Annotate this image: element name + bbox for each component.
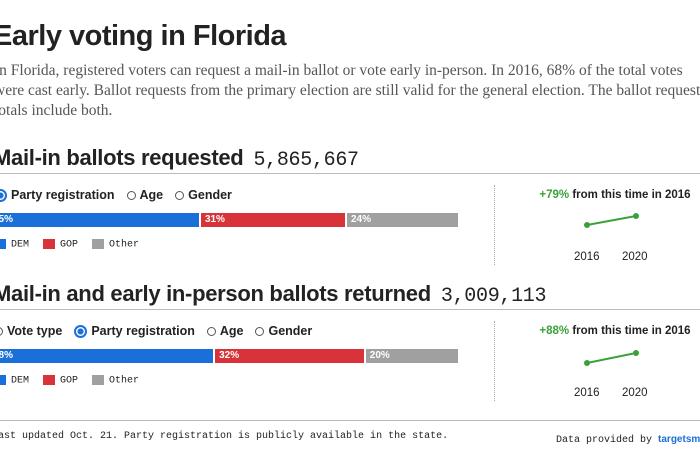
change-text: from this time in 2016 xyxy=(569,189,691,201)
legend-swatch xyxy=(0,375,6,385)
sparkline xyxy=(584,213,639,228)
spark-dot xyxy=(584,360,590,366)
legend: DEM GOP Other xyxy=(0,239,139,251)
radio-option[interactable]: Party registration xyxy=(74,324,195,338)
legend-item: GOP xyxy=(43,239,78,251)
bar-segment: 45% xyxy=(0,213,201,227)
legend-label: GOP xyxy=(60,239,79,251)
heading-text: Mail-in and early in-person ballots retu… xyxy=(0,281,431,306)
total: 3,009,113 xyxy=(440,285,547,308)
year-label: 2016 xyxy=(574,251,600,263)
radio-label: Party registration xyxy=(11,188,115,202)
radio-option[interactable]: Age xyxy=(126,188,164,202)
year-label: 2016 xyxy=(574,387,600,399)
change-text: from this time in 2016 xyxy=(569,325,691,337)
change: +88% from this time in 2016 xyxy=(520,325,700,337)
change-pct: +88% xyxy=(539,325,570,337)
legend-swatch xyxy=(43,375,56,385)
spark-dot xyxy=(633,350,639,356)
rule xyxy=(0,173,700,174)
spark-line xyxy=(586,215,637,226)
segment-label: 31% xyxy=(204,214,225,225)
divider xyxy=(494,321,495,401)
legend-swatch xyxy=(92,375,105,385)
legend-item: DEM xyxy=(0,375,29,387)
segment-label: 45% xyxy=(0,214,14,225)
segment-label: 20% xyxy=(369,350,390,361)
radio-label: Vote type xyxy=(7,324,63,338)
radio-dot xyxy=(206,326,216,336)
radio-option[interactable]: Gender xyxy=(255,324,312,338)
radio-option[interactable]: Age xyxy=(206,324,244,338)
year-label: 2020 xyxy=(622,251,648,263)
bar-segment: 32% xyxy=(215,349,366,363)
source: targetsmart xyxy=(658,434,700,445)
radio-dot xyxy=(0,326,3,336)
radio-dot xyxy=(74,324,88,338)
intro: In Florida, registered voters can reques… xyxy=(0,62,700,119)
change: +79% from this time in 2016 xyxy=(520,189,700,201)
stacked-bar: 45% 31% 24% xyxy=(0,213,460,227)
bar-segment: 24% xyxy=(346,213,460,227)
legend-label: Other xyxy=(109,239,140,251)
spark-line xyxy=(586,352,637,364)
legend-item: Other xyxy=(92,375,139,387)
stacked-bar: 48% 32% 20% xyxy=(0,349,460,363)
radio-label: Party registration xyxy=(91,324,195,338)
total: 5,865,667 xyxy=(253,149,359,172)
heading-text: Mail-in ballots requested xyxy=(0,145,244,170)
spark-dot xyxy=(633,213,639,219)
change-pct: +79% xyxy=(539,189,570,201)
legend-label: DEM xyxy=(11,375,30,387)
segment-label: 24% xyxy=(350,214,371,225)
radio-label: Gender xyxy=(268,324,313,338)
bar-segment: 48% xyxy=(0,349,216,363)
legend-label: Other xyxy=(109,375,140,387)
segment-label: 32% xyxy=(219,350,240,361)
legend-item: Other xyxy=(92,239,139,251)
legend-swatch xyxy=(0,239,6,249)
spark-dot xyxy=(584,222,590,228)
credit: Data provided by xyxy=(556,435,659,446)
legend-swatch xyxy=(43,239,56,249)
year-label: 2020 xyxy=(622,387,648,399)
footer-note: Last updated Oct. 21. Party registration… xyxy=(0,431,449,442)
bar-segment: 31% xyxy=(200,213,347,227)
legend: DEM GOP Other xyxy=(0,375,139,387)
radio-option[interactable]: Party registration xyxy=(0,188,115,202)
radio-label: Age xyxy=(219,324,244,338)
divider xyxy=(494,185,495,265)
rule xyxy=(0,420,700,421)
section-heading: Mail-in ballots requested 5,865,667 xyxy=(0,145,359,172)
sparkline xyxy=(584,350,639,366)
section-heading: Mail-in and early in-person ballots retu… xyxy=(0,281,547,308)
radio-option[interactable]: Gender xyxy=(175,188,232,202)
legend-label: GOP xyxy=(60,375,79,387)
title: Early voting in Florida xyxy=(0,20,287,52)
radio-group: Party registration Age Gender xyxy=(0,188,232,202)
rule xyxy=(0,309,700,310)
radio-dot xyxy=(175,190,185,200)
radio-group: Vote type Party registration Age Gender xyxy=(0,324,312,338)
legend-item: DEM xyxy=(0,239,29,251)
footer-credit: Data provided by targetsmart xyxy=(556,434,700,446)
legend-item: GOP xyxy=(43,375,78,387)
legend-swatch xyxy=(92,239,105,249)
radio-dot xyxy=(0,188,7,202)
legend-label: DEM xyxy=(11,239,30,251)
radio-dot xyxy=(126,190,136,200)
radio-label: Age xyxy=(139,188,164,202)
radio-label: Gender xyxy=(188,188,232,202)
segment-label: 48% xyxy=(0,350,14,361)
radio-option[interactable]: Vote type xyxy=(0,324,62,338)
radio-dot xyxy=(255,326,265,336)
bar-segment: 20% xyxy=(365,349,460,363)
